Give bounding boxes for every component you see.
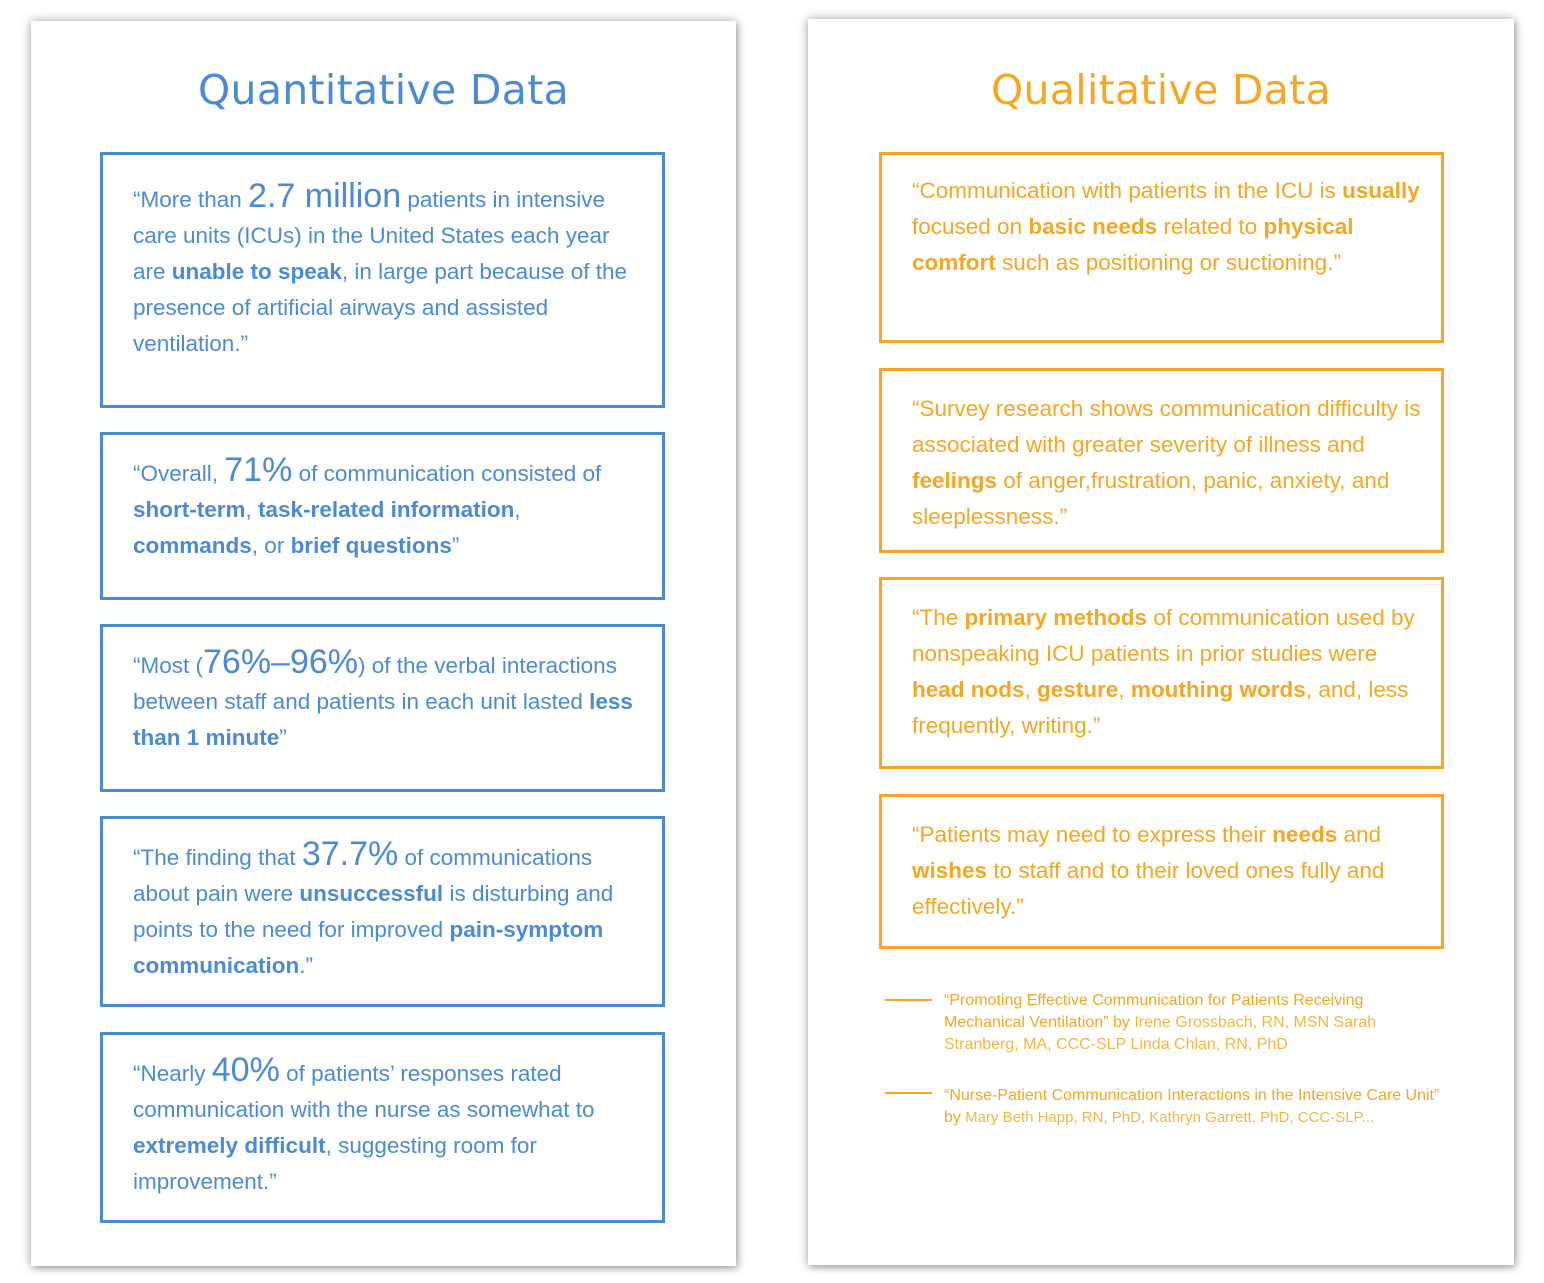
quote-box-76-96-percent: “Most (76%–96%) of the verbal interactio… xyxy=(100,624,665,792)
quote-stat: 76%–96% xyxy=(203,643,359,681)
reference-title: “Nurse-Patient Communication Interaction… xyxy=(944,1087,1440,1126)
quote-text: of anger,frustration, panic, anxiety, an… xyxy=(912,468,1390,529)
quote-text: “The xyxy=(912,605,965,630)
quote-text: “Patients may need to express their xyxy=(912,822,1273,847)
quote-emphasis: unable to speak xyxy=(171,259,342,284)
reference-authors: Mary Beth Happ, RN, PhD, Kathryn Garrett… xyxy=(960,1109,1375,1126)
quote-text: “Communication with patients in the ICU … xyxy=(912,178,1343,203)
quote-emphasis: brief questions xyxy=(290,533,452,558)
quote-text: , or xyxy=(251,533,291,558)
quote-text: , and, less frequently, writing.” xyxy=(912,677,1409,738)
quote-box-feelings: “Survey research shows communication dif… xyxy=(879,368,1444,553)
quote-text: , in large part because of the presence … xyxy=(133,259,628,356)
quote-text: and xyxy=(1337,822,1382,847)
quote-emphasis: usually xyxy=(1342,178,1420,203)
quote-box-37-7-percent: “The finding that 37.7% of communication… xyxy=(100,816,665,1007)
quote-text: focused on xyxy=(912,214,1029,239)
quote-stat: 71% xyxy=(224,451,293,489)
quote-box-40-percent: “Nearly 40% of patients’ responses rated… xyxy=(100,1032,665,1223)
quote-text: ” xyxy=(451,533,460,558)
quote-text: ) of the verbal interactions between sta… xyxy=(133,653,617,714)
quote-text: patients in intensive care units (ICUs) … xyxy=(133,187,610,284)
quote-emphasis: commands xyxy=(133,533,252,558)
quote-emphasis: needs xyxy=(1272,822,1338,847)
quote-text: is disturbing and points to the need for… xyxy=(133,881,614,942)
quote-emphasis: unsuccessful xyxy=(299,881,444,906)
quote-box-basic-needs: “Communication with patients in the ICU … xyxy=(879,152,1444,343)
quote-text: of communications about pain were xyxy=(133,845,593,906)
quote-text: , xyxy=(245,497,259,522)
quote-text: “Overall, xyxy=(133,461,225,486)
quote-emphasis: basic needs xyxy=(1028,214,1158,239)
quote-box-needs-and-wishes: “Patients may need to express their need… xyxy=(879,794,1444,949)
reference-authors: Irene Grossbach, RN, MSN Sarah Stranberg… xyxy=(944,1014,1377,1053)
quote-emphasis: primary methods xyxy=(964,605,1148,630)
quote-emphasis: short-term xyxy=(133,497,246,522)
quote-text: “Survey research shows communication dif… xyxy=(912,396,1421,457)
quote-text: “Most ( xyxy=(133,653,203,678)
quote-text: related to xyxy=(1157,214,1264,239)
quote-stat: 37.7% xyxy=(301,839,399,873)
quote-text: “Nearly xyxy=(133,1061,212,1086)
reference-1: “Promoting Effective Communication for P… xyxy=(944,990,1444,1056)
quote-emphasis: pain-symptom communication xyxy=(133,917,604,977)
quote-box-primary-methods: “The primary methods of communication us… xyxy=(879,577,1444,769)
quote-text: , xyxy=(514,497,521,522)
quote-emphasis: physical comfort xyxy=(912,214,1354,275)
quote-text: such as positioning or suctioning.” xyxy=(995,250,1341,275)
quote-stat: 2.7 million xyxy=(248,177,402,215)
qualitative-title: Qualitative Data xyxy=(990,66,1332,114)
quote-emphasis: mouthing words xyxy=(1130,677,1306,702)
qualitative-data-panel: Qualitative Data “Communication with pat… xyxy=(808,19,1514,1265)
quote-text: , suggesting room for improvement.” xyxy=(133,1133,537,1194)
quantitative-title: Quantitative Data xyxy=(197,66,570,114)
quote-emphasis: task-related information xyxy=(258,497,515,522)
quote-text: to staff and to their loved ones fully a… xyxy=(912,858,1385,919)
quote-emphasis: gesture xyxy=(1037,677,1119,702)
quote-stat: 40% xyxy=(211,1051,280,1089)
reference-title: “Promoting Effective Communication for P… xyxy=(944,992,1364,1031)
quote-emphasis: extremely difficult xyxy=(133,1133,326,1158)
quote-text: , xyxy=(1118,677,1131,702)
reference-dash xyxy=(885,1092,932,1094)
quote-emphasis: less than 1 minute xyxy=(133,689,633,750)
quote-box-71-percent: “Overall, 71% of communication consisted… xyxy=(100,432,665,600)
quote-text: of communication consisted of xyxy=(292,461,602,486)
quote-text: , xyxy=(1024,677,1038,702)
quantitative-data-panel: Quantitative Data “More than 2.7 million… xyxy=(31,21,736,1266)
quote-text: “The finding that xyxy=(133,845,302,870)
quote-emphasis: wishes xyxy=(912,858,988,883)
reference-dash xyxy=(885,999,932,1001)
quote-text: ” xyxy=(279,725,287,750)
reference-2: “Nurse-Patient Communication Interaction… xyxy=(944,1085,1444,1129)
quote-emphasis: feelings xyxy=(912,468,998,493)
quote-text: of communication used by nonspeaking ICU… xyxy=(912,605,1415,666)
quote-box-2-7-million: “More than 2.7 million patients in inten… xyxy=(100,152,665,408)
quote-text: of patients’ responses rated communicati… xyxy=(133,1061,595,1122)
quote-text: .” xyxy=(299,953,314,977)
quote-emphasis: head nods xyxy=(912,677,1025,702)
quote-text: “More than xyxy=(133,187,249,212)
